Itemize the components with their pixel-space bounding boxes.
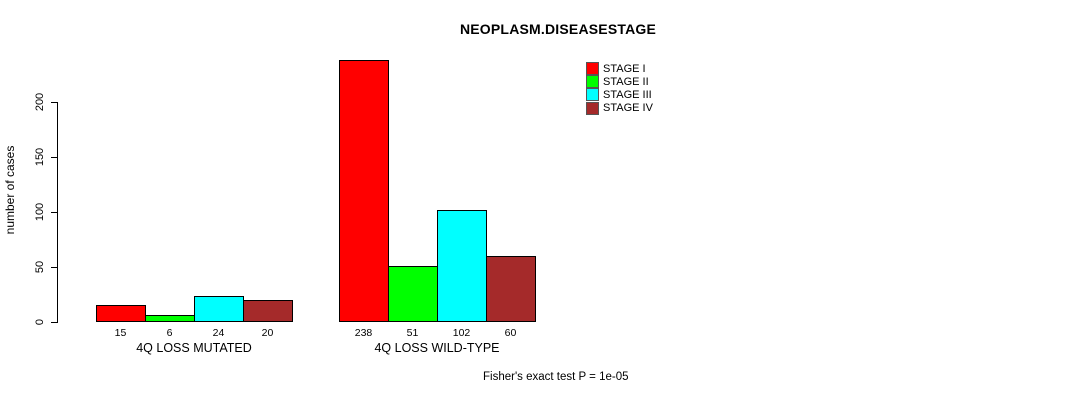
legend-color-swatch — [586, 88, 599, 102]
y-tick — [51, 266, 58, 268]
bar-value-label: 238 — [354, 327, 373, 339]
legend-label: STAGE III — [603, 88, 652, 101]
legend: STAGE I STAGE II STAGE III STAGE IV — [586, 62, 653, 115]
legend-label: STAGE II — [603, 75, 649, 88]
y-tick — [51, 211, 58, 213]
y-tick-label: 50 — [34, 260, 46, 274]
legend-color-swatch — [586, 101, 599, 115]
y-tick — [51, 156, 58, 158]
legend-label: STAGE IV — [603, 102, 653, 115]
chart-title: NEOPLASM.DISEASESTAGE — [459, 21, 657, 37]
bar-value-label: 20 — [261, 327, 274, 339]
bar-stage-ii-4q-loss-wild-type — [388, 266, 438, 322]
group-label: 4Q LOSS MUTATED — [136, 341, 252, 355]
legend-label: STAGE I — [603, 62, 646, 75]
legend-color-swatch — [586, 75, 599, 89]
group-label: 4Q LOSS WILD-TYPE — [374, 341, 500, 355]
bar-value-label: 102 — [452, 327, 471, 339]
bar-value-label: 6 — [166, 327, 173, 339]
legend-item-stage-iv: STAGE IV — [586, 101, 653, 115]
bar-value-label: 24 — [212, 327, 225, 339]
y-tick-label: 150 — [34, 147, 46, 167]
bar-stage-iii-4q-loss-wild-type — [437, 210, 487, 322]
y-tick-label: 100 — [34, 202, 46, 222]
bar-stage-i-4q-loss-wild-type — [339, 60, 389, 322]
bar-value-label: 51 — [406, 327, 419, 339]
y-tick — [51, 321, 58, 323]
y-tick-label: 200 — [34, 92, 46, 112]
stats-annotation: Fisher's exact test P = 1e-05 — [483, 371, 629, 383]
legend-color-swatch — [586, 62, 599, 76]
bar-stage-iv-4q-loss-wild-type — [486, 256, 536, 322]
legend-item-stage-iii: STAGE III — [586, 88, 653, 102]
bar-value-label: 60 — [504, 327, 517, 339]
bar-value-label: 15 — [114, 327, 127, 339]
y-tick — [51, 101, 58, 103]
y-tick-label: 0 — [34, 318, 46, 326]
bar-stage-ii-4q-loss-mutated — [145, 315, 195, 322]
y-axis — [57, 102, 58, 323]
bar-stage-iv-4q-loss-mutated — [243, 300, 293, 322]
y-axis-label: number of cases — [3, 145, 17, 235]
legend-item-stage-i: STAGE I — [586, 62, 653, 76]
bar-stage-i-4q-loss-mutated — [96, 305, 146, 322]
bar-stage-iii-4q-loss-mutated — [194, 296, 244, 322]
legend-item-stage-ii: STAGE II — [586, 75, 653, 89]
